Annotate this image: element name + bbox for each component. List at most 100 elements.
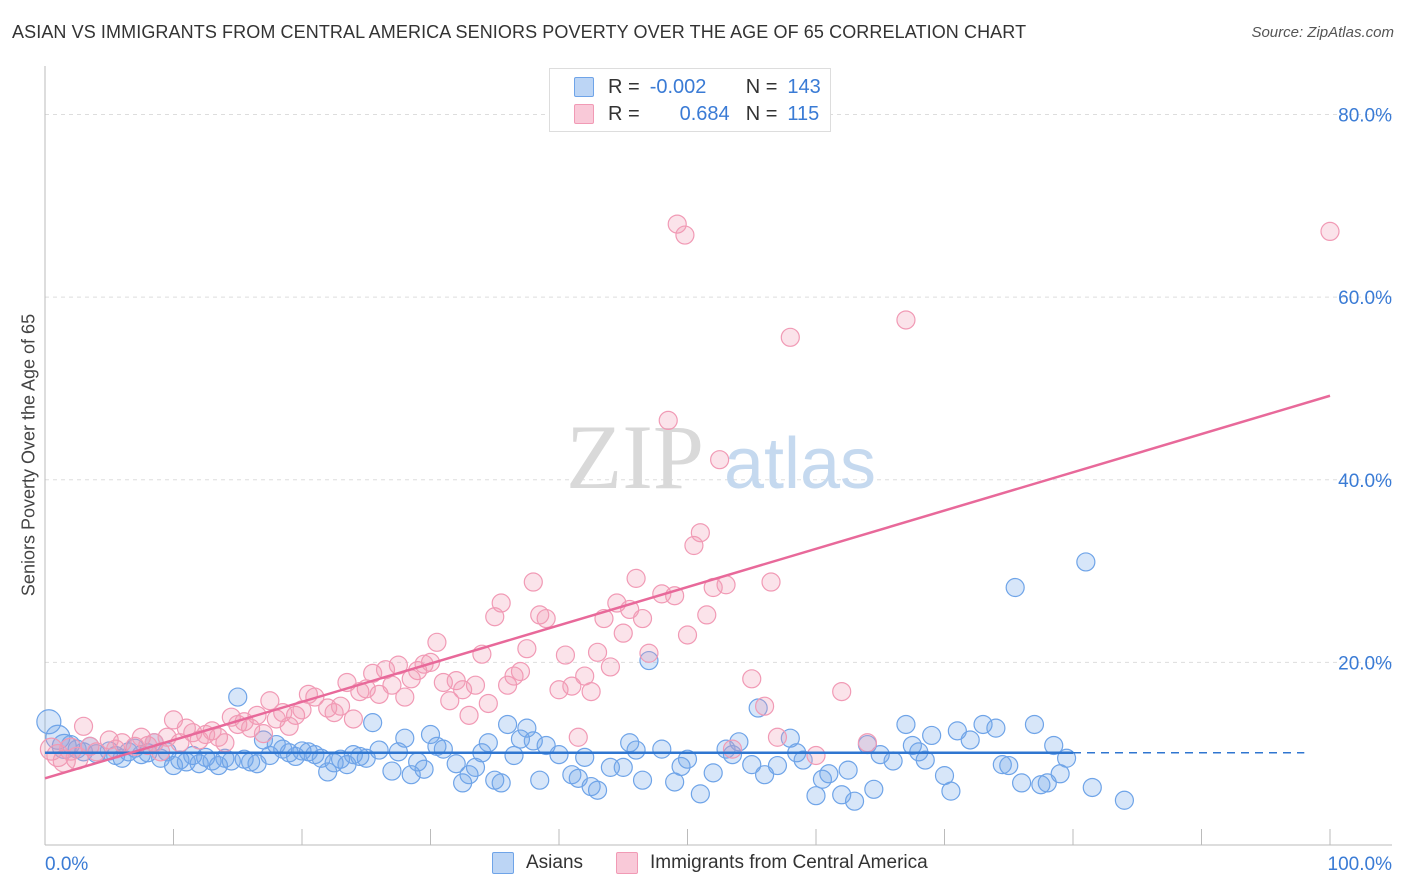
asians-point	[1024, 714, 1045, 735]
asians-point	[742, 755, 762, 775]
asians-point	[228, 687, 248, 707]
asians-point	[729, 732, 749, 752]
legend-n-value: 115	[787, 102, 820, 125]
asians-point	[1011, 773, 1032, 793]
asians-point	[999, 755, 1019, 776]
asians-point	[498, 714, 518, 735]
central-america-point	[806, 745, 826, 766]
legend-r-value: 0.684	[679, 102, 730, 125]
central-america-point	[478, 693, 498, 714]
central-america-point	[330, 696, 351, 716]
asians-point	[587, 780, 608, 800]
asians-point	[883, 751, 903, 771]
central-america-point	[465, 675, 486, 695]
central-america-point	[832, 681, 852, 702]
central-america-point	[453, 680, 473, 700]
watermark-atlas: atlas	[724, 424, 876, 504]
asians-point	[1076, 552, 1096, 572]
asians-point	[530, 770, 550, 790]
central-america-point	[343, 709, 363, 729]
central-america-point	[639, 643, 659, 663]
asians-point	[491, 773, 511, 793]
asians-point	[793, 750, 813, 770]
asians-point	[433, 739, 453, 759]
asians-point	[844, 791, 865, 811]
source-label: Source: ZipAtlas.com	[1251, 24, 1394, 41]
asians-point	[677, 749, 698, 769]
legend-n-label: N =	[745, 75, 778, 98]
central-america-point	[710, 450, 730, 470]
central-america-point	[857, 733, 878, 753]
asians-point	[395, 728, 415, 748]
axes	[44, 66, 1392, 846]
y-tick-label: 80.0%	[1338, 106, 1392, 127]
legend-row-asians: R = -0.002 N = 143	[574, 74, 821, 100]
legend-r-label: R =	[608, 75, 640, 98]
legend-n-label: N =	[745, 102, 778, 125]
central-america-point	[510, 661, 531, 682]
central-america-point	[363, 663, 383, 683]
asians-point	[575, 747, 595, 767]
central-america-point	[761, 572, 781, 592]
central-america-point	[677, 625, 698, 645]
central-america-point	[491, 593, 511, 613]
asians-point	[363, 713, 383, 733]
y-axis-label: Seniors Poverty Over the Age of 65	[18, 313, 39, 597]
x-tick-label: 0.0%	[45, 854, 88, 875]
asians-point	[208, 755, 229, 776]
trend-lines	[44, 394, 1331, 780]
central-america-point	[523, 572, 543, 592]
x-tick-label: 100.0%	[1328, 854, 1393, 875]
asians-point	[838, 760, 858, 780]
y-tick-label: 60.0%	[1338, 288, 1392, 309]
asians-point	[478, 733, 498, 753]
asians-point	[459, 765, 479, 785]
asians-point	[703, 763, 723, 783]
central-america-point	[440, 691, 460, 711]
bottom-legend-central-america: Immigrants from Central America	[616, 852, 928, 874]
central-america-point	[742, 669, 762, 689]
central-america-point	[427, 632, 447, 652]
central-america-swatch	[616, 852, 638, 874]
central-america-point	[587, 642, 608, 662]
asians-point	[748, 698, 768, 718]
central-america-point	[517, 639, 537, 659]
asians-point	[170, 750, 190, 770]
asians-point	[941, 781, 961, 801]
central-america-trend-line	[44, 394, 1331, 780]
y-tick-label: 20.0%	[1338, 653, 1392, 674]
central-america-point	[215, 733, 235, 753]
asians-point	[1044, 735, 1064, 756]
asians-point	[671, 756, 691, 777]
asians-point	[36, 709, 62, 735]
asians-point	[523, 731, 543, 751]
central-america-point	[600, 657, 621, 677]
central-america-point	[39, 737, 64, 761]
asians-point	[549, 745, 569, 765]
central-america-point	[530, 605, 550, 625]
legend-n-value: 143	[787, 75, 821, 98]
asians-point	[1082, 777, 1102, 798]
central-america-point	[896, 310, 916, 330]
asians-point	[382, 761, 402, 781]
asians-point	[562, 765, 582, 785]
asians-point	[292, 741, 312, 761]
asians-point	[922, 725, 942, 746]
asians-point	[973, 714, 993, 735]
central-america-point	[675, 225, 695, 245]
asians-point	[369, 740, 389, 760]
asians-point	[639, 650, 659, 671]
asians-swatch	[492, 852, 514, 874]
central-america-point	[754, 696, 775, 716]
central-america-point	[260, 691, 280, 711]
asians-point	[414, 759, 434, 779]
asians-point	[960, 730, 980, 750]
central-america-point	[562, 676, 582, 696]
central-america-point	[767, 727, 788, 747]
asians-point	[45, 724, 71, 750]
asians-point	[613, 757, 633, 777]
central-america-point	[697, 605, 717, 625]
asians-point	[632, 770, 653, 790]
asians-point	[806, 786, 826, 806]
